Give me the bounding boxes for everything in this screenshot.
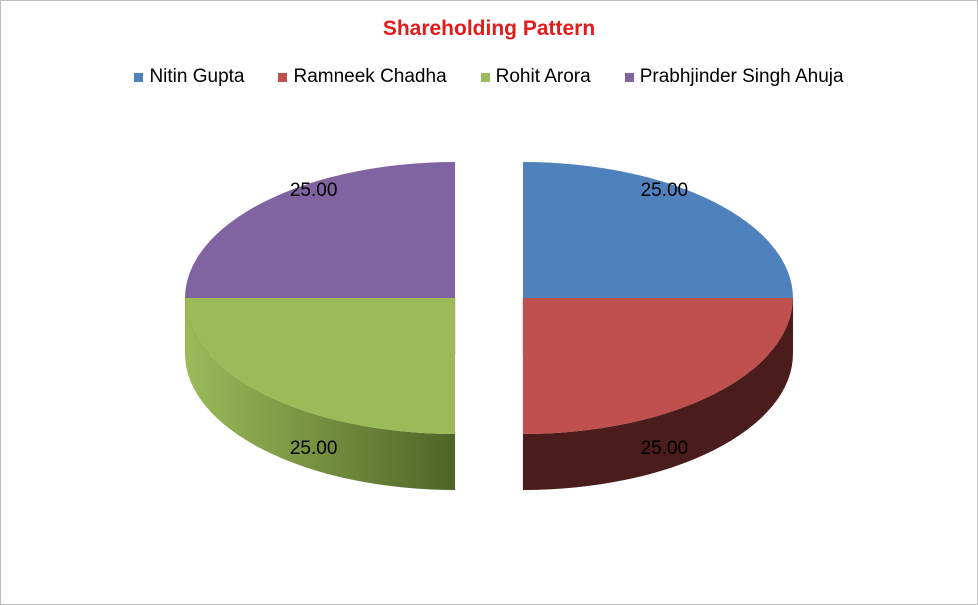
legend-item-rohit-arora[interactable]: Rohit Arora — [480, 66, 591, 88]
slice-top — [522, 162, 793, 298]
legend-label: Ramneek Chadha — [293, 66, 447, 87]
legend-item-ramneek-chadha[interactable]: Ramneek Chadha — [278, 66, 447, 88]
legend: Nitin Gupta Ramneek Chadha Rohit Arora P… — [0, 66, 978, 88]
chart-title: Shareholding Pattern — [382, 17, 596, 40]
slice-side — [185, 298, 456, 490]
data-label: 25.00 — [290, 180, 338, 201]
legend-label: Nitin Gupta — [149, 66, 245, 87]
slice-top — [185, 298, 456, 434]
legend-item-prabhjinder-singh-ahuja[interactable]: Prabhjinder Singh Ahuja — [624, 66, 844, 88]
slice-top — [522, 298, 793, 434]
pie-slice-rohit-arora[interactable] — [185, 298, 456, 490]
slice-top — [185, 162, 456, 298]
legend-swatch — [480, 72, 490, 82]
slice-side — [522, 298, 793, 490]
legend-item-nitin-gupta[interactable]: Nitin Gupta — [134, 66, 244, 88]
data-label: 25.00 — [290, 438, 338, 459]
data-label: 25.00 — [641, 438, 689, 459]
data-label: 25.00 — [641, 180, 689, 201]
pie-slice-ramneek-chadha[interactable] — [522, 298, 793, 490]
legend-label: Rohit Arora — [495, 66, 591, 87]
legend-label: Prabhjinder Singh Ahuja — [639, 66, 844, 87]
legend-swatch — [278, 72, 288, 82]
legend-swatch — [134, 72, 144, 82]
legend-swatch — [624, 72, 634, 82]
